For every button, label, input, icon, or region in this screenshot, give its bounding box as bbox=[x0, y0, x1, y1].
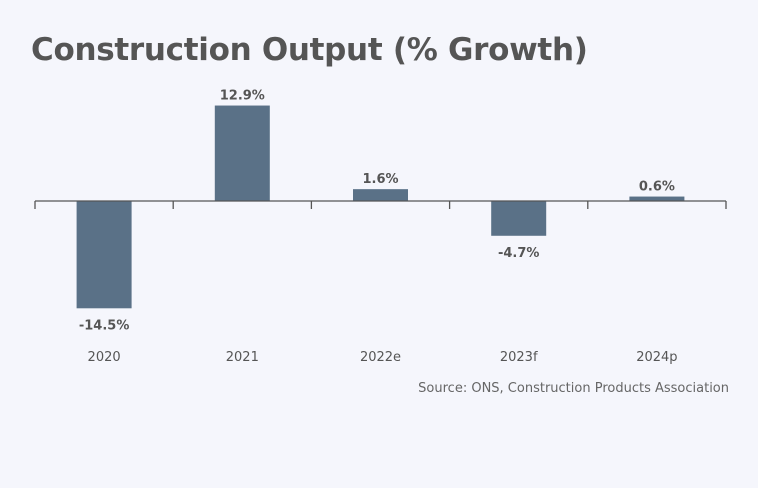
data-label-2023f: -4.7% bbox=[498, 246, 539, 261]
x-tick-label-2023f: 2023f bbox=[500, 350, 538, 365]
data-label-2022e: 1.6% bbox=[362, 172, 398, 187]
x-tick-label-2020: 2020 bbox=[88, 350, 121, 365]
data-labels-layer: -14.5% 12.9% 1.6% -4.7% 0.6% bbox=[79, 89, 675, 334]
x-tick-label-2021: 2021 bbox=[226, 350, 259, 365]
bar-2021 bbox=[214, 105, 270, 201]
x-tick-label-2022e: 2022e bbox=[360, 350, 401, 365]
bar-2024p bbox=[629, 196, 685, 201]
data-label-2024p: 0.6% bbox=[639, 180, 675, 195]
bars-layer bbox=[76, 105, 685, 309]
bar-2022e bbox=[353, 189, 408, 201]
data-label-2020: -14.5% bbox=[79, 318, 130, 333]
x-axis bbox=[34, 200, 727, 209]
chart-title: Construction Output (% Growth) bbox=[31, 32, 588, 68]
x-tick-label-2024p: 2024p bbox=[636, 350, 677, 365]
source-note: Source: ONS, Construction Products Assoc… bbox=[418, 381, 729, 396]
bar-2023f bbox=[491, 201, 547, 236]
bar-2020 bbox=[76, 201, 132, 309]
tick-labels-layer: 2020 2021 2022e 2023f 2024p bbox=[88, 350, 678, 365]
data-label-2021: 12.9% bbox=[220, 89, 265, 104]
